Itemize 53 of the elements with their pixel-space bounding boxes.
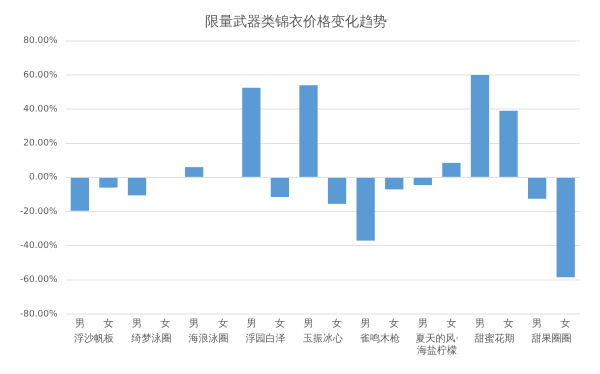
y-tick-label: 20.00% bbox=[23, 138, 58, 149]
text: 甜蜜花期 bbox=[474, 332, 514, 345]
x-tick-label: 女 bbox=[389, 318, 400, 330]
text: 浮园白泽 bbox=[246, 332, 286, 345]
x-tick-label: 女 bbox=[218, 318, 228, 330]
bar bbox=[128, 178, 146, 196]
y-tick-label: -80.00% bbox=[20, 309, 58, 320]
bar bbox=[328, 178, 346, 204]
x-tick-label: 男 bbox=[532, 318, 542, 330]
x-tick-label: 女 bbox=[160, 318, 171, 330]
chart-title: 限量武器类锦衣价格变化趋势 bbox=[205, 14, 387, 30]
text: 雀鸣木枪 bbox=[360, 332, 400, 345]
x-tick-label: 女 bbox=[560, 318, 571, 330]
bar bbox=[99, 178, 118, 188]
x-tick-label: 女 bbox=[274, 318, 285, 330]
x-tick-label: 男 bbox=[132, 318, 142, 330]
y-tick-label: -60.00% bbox=[20, 275, 58, 286]
bar bbox=[270, 178, 290, 198]
bar bbox=[385, 178, 404, 190]
x-tick-label: 男 bbox=[246, 318, 256, 330]
y-tick-label: 0.00% bbox=[28, 172, 58, 183]
bar bbox=[242, 88, 260, 177]
text: 海浪泳圈 bbox=[188, 332, 228, 345]
x-tick-label: 男 bbox=[74, 318, 85, 330]
y-tick-label: -20.00% bbox=[20, 206, 58, 217]
y-tick-label: -40.00% bbox=[20, 241, 58, 252]
y-tick-label: 60.00% bbox=[23, 70, 58, 80]
text: 甜果圈圈 bbox=[531, 332, 572, 345]
bar bbox=[442, 162, 461, 177]
x-tick-label: 男 bbox=[360, 318, 371, 330]
text: 夏天的风·海盐柠檬 bbox=[416, 334, 459, 357]
text: 浮沙帆板 bbox=[74, 332, 114, 345]
bar bbox=[185, 167, 204, 177]
bar bbox=[556, 178, 575, 278]
x-tick-label: 女 bbox=[504, 318, 514, 330]
text: 玉振冰心 bbox=[302, 332, 343, 345]
x-tick-label: 男 bbox=[189, 318, 200, 330]
bar bbox=[414, 178, 432, 186]
bar bbox=[499, 110, 518, 177]
x-tick-label: 女 bbox=[446, 318, 456, 330]
x-tick-label: 男 bbox=[303, 318, 314, 330]
y-tick-label: 80.00% bbox=[23, 36, 58, 46]
x-tick-label: 女 bbox=[103, 318, 114, 330]
bar bbox=[470, 74, 490, 177]
y-tick-label: 40.00% bbox=[23, 104, 58, 114]
x-tick-label: 男 bbox=[474, 318, 485, 330]
bar bbox=[299, 85, 318, 177]
bar bbox=[70, 178, 89, 211]
x-tick-label: 男 bbox=[418, 318, 428, 330]
x-tick-label: 女 bbox=[332, 318, 342, 330]
bar bbox=[356, 178, 375, 241]
text: 绮梦泳圈 bbox=[131, 332, 172, 345]
bar bbox=[528, 178, 546, 199]
